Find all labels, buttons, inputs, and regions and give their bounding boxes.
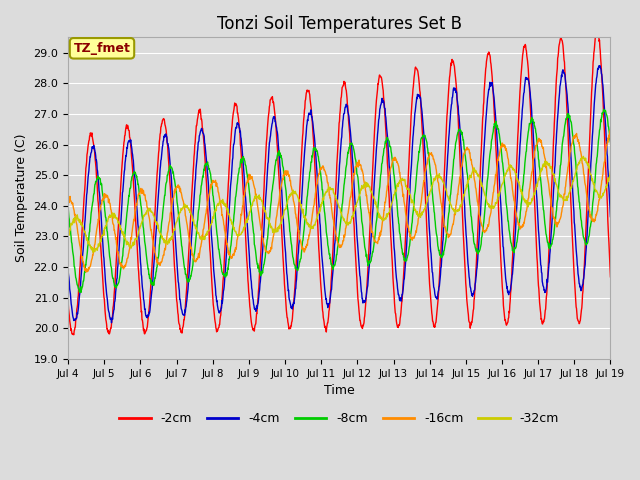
-8cm (607, 139, 614, 145)
-16cm (424, 157, 431, 163)
-4cm (543, 286, 550, 291)
-8cm (543, 232, 550, 238)
-4cm (108, 320, 115, 325)
-32cm (172, 220, 180, 226)
-32cm (246, 209, 253, 215)
-8cm (172, 187, 180, 193)
-4cm (607, 214, 614, 219)
Title: Tonzi Soil Temperatures Set B: Tonzi Soil Temperatures Set B (217, 15, 462, 33)
-16cm (543, 164, 550, 169)
-2cm (64, 299, 72, 304)
-32cm (186, 207, 193, 213)
Line: -4cm: -4cm (68, 66, 611, 323)
-16cm (172, 187, 180, 192)
Line: -8cm: -8cm (68, 109, 611, 292)
-2cm (495, 204, 502, 210)
-4cm (495, 160, 502, 166)
-32cm (607, 168, 614, 174)
-8cm (64, 204, 72, 210)
-32cm (89, 250, 97, 255)
-4cm (246, 264, 253, 270)
-2cm (186, 242, 193, 248)
Y-axis label: Soil Temperature (C): Soil Temperature (C) (15, 134, 28, 263)
-16cm (606, 128, 614, 133)
-8cm (495, 126, 502, 132)
-2cm (594, 26, 602, 32)
-16cm (83, 269, 90, 275)
-8cm (246, 192, 253, 198)
Line: -2cm: -2cm (68, 29, 611, 335)
-2cm (70, 332, 77, 337)
Legend: -2cm, -4cm, -8cm, -16cm, -32cm: -2cm, -4cm, -8cm, -16cm, -32cm (115, 407, 564, 430)
-16cm (186, 236, 193, 242)
-32cm (424, 194, 431, 200)
-16cm (246, 177, 253, 182)
Line: -16cm: -16cm (68, 131, 611, 272)
X-axis label: Time: Time (324, 384, 355, 397)
-4cm (186, 270, 193, 276)
Text: TZ_fmet: TZ_fmet (74, 42, 131, 55)
-8cm (186, 278, 193, 284)
-2cm (172, 285, 180, 290)
-8cm (77, 289, 85, 295)
-32cm (495, 193, 502, 199)
-2cm (607, 274, 614, 280)
-16cm (495, 154, 502, 160)
-16cm (607, 129, 614, 135)
-2cm (543, 294, 550, 300)
-32cm (543, 159, 550, 165)
-4cm (172, 244, 180, 250)
-32cm (64, 230, 72, 236)
-2cm (246, 303, 253, 309)
-4cm (596, 63, 604, 69)
-16cm (64, 198, 72, 204)
-4cm (424, 195, 431, 201)
-8cm (424, 146, 431, 152)
-8cm (600, 107, 607, 112)
-4cm (64, 268, 72, 274)
Line: -32cm: -32cm (68, 156, 611, 252)
-32cm (579, 154, 587, 159)
-2cm (424, 244, 431, 250)
